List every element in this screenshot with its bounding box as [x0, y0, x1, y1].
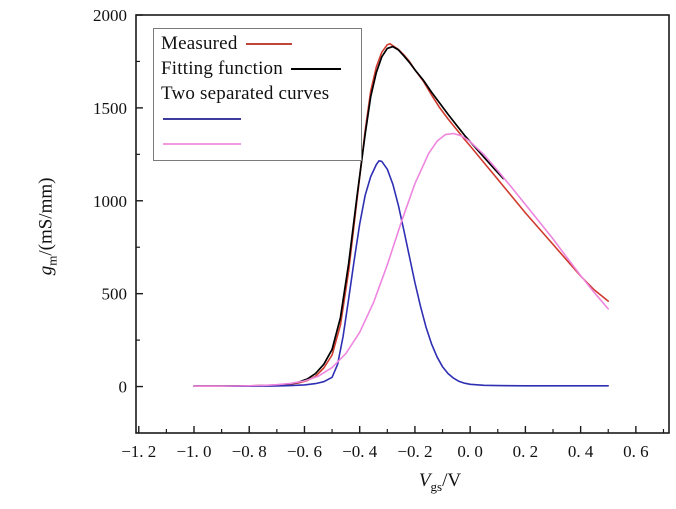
legend-line-curve2 — [163, 142, 241, 145]
x-tick-label: −1. 2 — [121, 442, 156, 461]
series-separated-curve-2 — [193, 132, 609, 387]
y-tick-label: 500 — [102, 285, 128, 304]
legend-label-separated-curves: Two separated curves — [161, 82, 330, 104]
x-tick-label: 0. 0 — [457, 442, 483, 461]
x-tick-label: 0. 4 — [568, 442, 594, 461]
x-tick-label: −0. 6 — [287, 442, 322, 461]
legend-entry-curve1 — [161, 106, 361, 131]
x-tick-label: 0. 2 — [513, 442, 539, 461]
y-axis-label-subscript: m — [44, 255, 60, 266]
legend-entry-separated-curves: Two separated curves — [161, 81, 361, 106]
series-separated-curve-1 — [193, 160, 609, 387]
y-tick-label: 1500 — [93, 99, 127, 118]
x-tick-label: −0. 8 — [232, 442, 267, 461]
x-tick-label: −1. 0 — [176, 442, 211, 461]
legend-entry-fitting: Fitting function — [161, 56, 361, 81]
plot-border — [135, 14, 670, 434]
legend-label-fitting: Fitting function — [161, 57, 283, 79]
x-axis-label-unit: /V — [442, 470, 462, 491]
x-tick-label: 0. 6 — [623, 442, 649, 461]
legend-entry-measured: Measured — [161, 31, 361, 56]
y-axis-label-symbol: g — [35, 265, 57, 276]
x-axis-label: Vgs/V — [395, 470, 485, 495]
y-axis-label-unit: /(mS/mm) — [35, 177, 57, 256]
x-tick-label: −0. 2 — [397, 442, 432, 461]
y-tick-label: 1000 — [93, 192, 127, 211]
x-axis-label-symbol: V — [418, 470, 431, 491]
y-tick-label: 2000 — [93, 6, 127, 25]
y-tick-label: 0 — [119, 378, 128, 397]
legend-box: Measured Fitting function Two separated … — [153, 28, 362, 161]
y-axis-label: gm/(mS/mm) — [36, 151, 61, 301]
x-axis-label-subscript: gs — [430, 478, 443, 494]
legend-entry-curve2 — [161, 131, 361, 156]
legend-line-fitting — [290, 67, 341, 70]
legend-line-measured — [245, 42, 292, 45]
legend-label-measured: Measured — [161, 32, 238, 54]
legend-line-curve1 — [163, 117, 241, 120]
x-tick-label: −0. 4 — [342, 442, 378, 461]
